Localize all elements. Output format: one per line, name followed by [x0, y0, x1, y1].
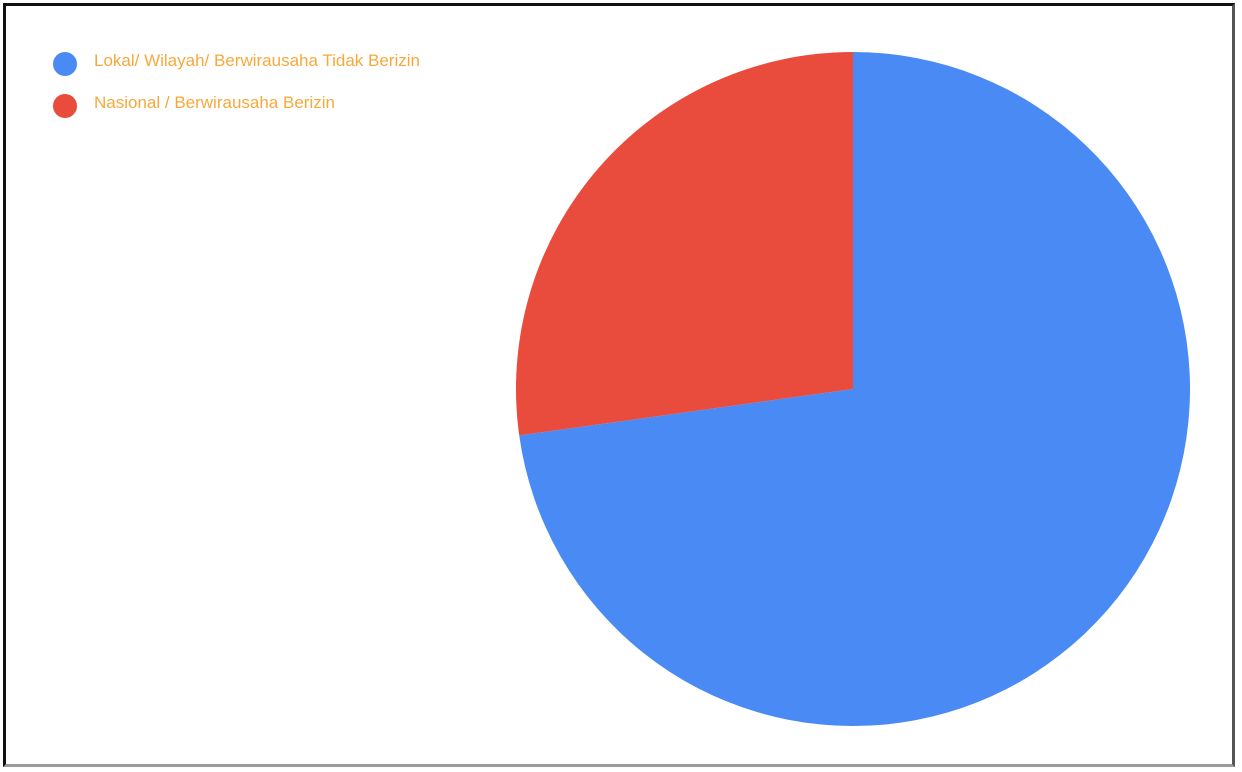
- legend-item-lokal: Lokal/ Wilayah/ Berwirausaha Tidak Beriz…: [53, 52, 453, 76]
- legend-swatch-nasional: [53, 94, 77, 118]
- pie-slices: [516, 52, 1190, 727]
- legend-label-nasional: Nasional / Berwirausaha Berizin: [94, 93, 335, 112]
- legend-label-lokal: Lokal/ Wilayah/ Berwirausaha Tidak Beriz…: [94, 51, 420, 70]
- legend-item-nasional: Nasional / Berwirausaha Berizin: [53, 94, 453, 118]
- pie-slice-lokal: [519, 52, 1190, 727]
- pie-slice-nasional: [516, 52, 853, 436]
- legend-swatch-lokal: [53, 52, 77, 76]
- chart-legend: Lokal/ Wilayah/ Berwirausaha Tidak Beriz…: [53, 52, 453, 136]
